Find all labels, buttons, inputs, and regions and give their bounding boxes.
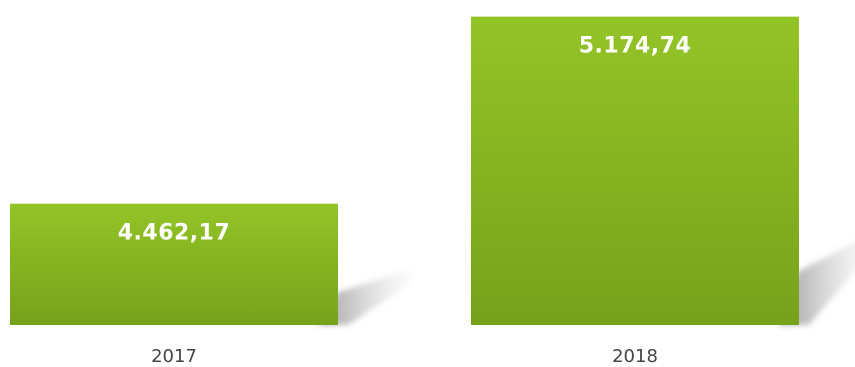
bar-shadow xyxy=(318,270,418,325)
bar-value-label: 5.174,74 xyxy=(579,34,692,59)
bar-2017 xyxy=(10,203,338,325)
x-tick-label: 2017 xyxy=(151,346,197,367)
x-tick-label: 2018 xyxy=(612,346,658,367)
x-axis-tick-labels: 2017 2018 xyxy=(151,346,658,367)
bar-2018 xyxy=(471,16,799,326)
bars xyxy=(10,16,799,326)
bar-value-labels: 4.462,17 5.174,74 xyxy=(118,34,692,246)
bar-value-label: 4.462,17 xyxy=(118,221,231,246)
